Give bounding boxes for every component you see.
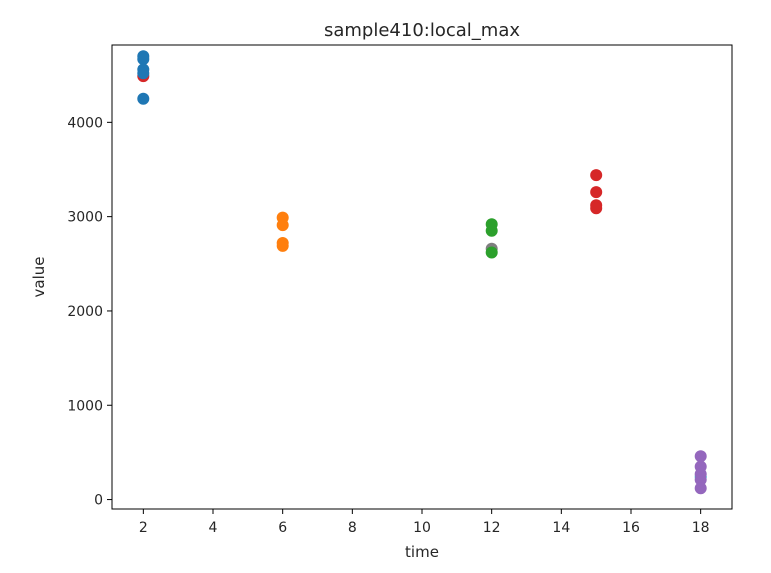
x-axis-label: time — [405, 543, 439, 561]
data-points — [137, 50, 707, 495]
x-tick-label: 8 — [348, 520, 357, 536]
chart-title: sample410:local_max — [324, 20, 520, 41]
y-tick-label: 1000 — [67, 398, 103, 414]
x-tick-label: 6 — [278, 520, 287, 536]
plot-area-frame — [111, 44, 733, 510]
data-point — [694, 482, 707, 495]
y-axis-ticks: 0 1000 2000 3000 4000 — [67, 115, 112, 509]
data-point — [590, 169, 603, 182]
data-point — [137, 92, 150, 105]
data-point — [590, 202, 603, 215]
data-point — [485, 246, 498, 259]
data-point — [137, 53, 150, 66]
y-tick-label: 0 — [94, 493, 103, 509]
x-tick-label: 14 — [552, 520, 570, 536]
data-point — [694, 473, 707, 486]
data-point — [590, 186, 603, 199]
x-axis-ticks: 2 4 6 8 10 12 14 16 18 — [139, 509, 710, 536]
x-tick-label: 18 — [692, 520, 710, 536]
x-tick-label: 10 — [413, 520, 431, 536]
y-tick-label: 4000 — [67, 115, 103, 131]
y-axis-label: value — [30, 257, 48, 298]
data-point — [694, 450, 707, 463]
data-point — [276, 239, 289, 252]
x-tick-label: 4 — [209, 520, 218, 536]
x-tick-label: 12 — [483, 520, 501, 536]
x-tick-label: 16 — [622, 520, 640, 536]
x-tick-label: 2 — [139, 520, 148, 536]
data-point — [485, 224, 498, 237]
data-point — [276, 219, 289, 232]
y-tick-label: 2000 — [67, 304, 103, 320]
y-tick-label: 3000 — [67, 210, 103, 226]
data-point — [137, 67, 150, 80]
